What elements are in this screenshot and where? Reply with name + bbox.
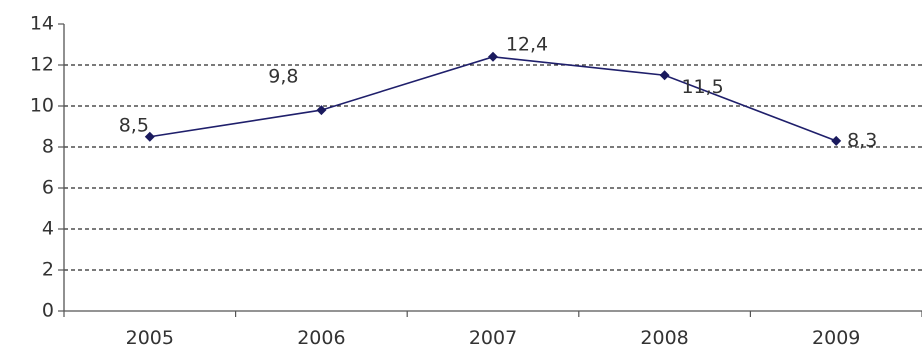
x-axis-tick-labels: 2005 2006 2007 2008 2009 bbox=[126, 327, 861, 349]
x-tick-label: 2007 bbox=[469, 327, 517, 349]
data-label: 12,4 bbox=[506, 33, 548, 55]
series-polyline bbox=[149, 55, 837, 142]
data-point bbox=[488, 51, 498, 62]
y-tick-label: 4 bbox=[42, 218, 54, 240]
y-tick-label: 8 bbox=[42, 136, 54, 158]
series-line bbox=[149, 55, 837, 142]
data-point bbox=[144, 131, 155, 142]
y-axis-tick-labels: 0 2 4 6 8 10 12 14 bbox=[30, 13, 54, 322]
data-label: 8,5 bbox=[119, 114, 149, 136]
gridlines bbox=[64, 64, 922, 271]
data-label: 9,8 bbox=[268, 66, 298, 88]
data-label: 8,3 bbox=[847, 129, 877, 151]
axes bbox=[58, 23, 922, 317]
y-tick-label: 14 bbox=[30, 13, 54, 35]
y-tick-label: 12 bbox=[30, 54, 54, 76]
y-tick-label: 6 bbox=[42, 177, 54, 199]
x-tick-label: 2005 bbox=[126, 327, 174, 349]
x-tick-label: 2008 bbox=[640, 327, 688, 349]
data-point bbox=[316, 105, 327, 116]
data-labels: 8,5 9,8 12,4 11,5 8,3 bbox=[119, 33, 878, 151]
data-point bbox=[659, 70, 670, 81]
y-tick-label: 10 bbox=[30, 95, 54, 117]
y-tick-label: 2 bbox=[42, 259, 54, 281]
data-label: 11,5 bbox=[681, 76, 723, 98]
x-tick-label: 2009 bbox=[812, 327, 860, 349]
data-points bbox=[144, 51, 842, 146]
x-tick-label: 2006 bbox=[297, 327, 345, 349]
data-point bbox=[831, 135, 842, 146]
y-tick-label: 0 bbox=[42, 300, 54, 322]
